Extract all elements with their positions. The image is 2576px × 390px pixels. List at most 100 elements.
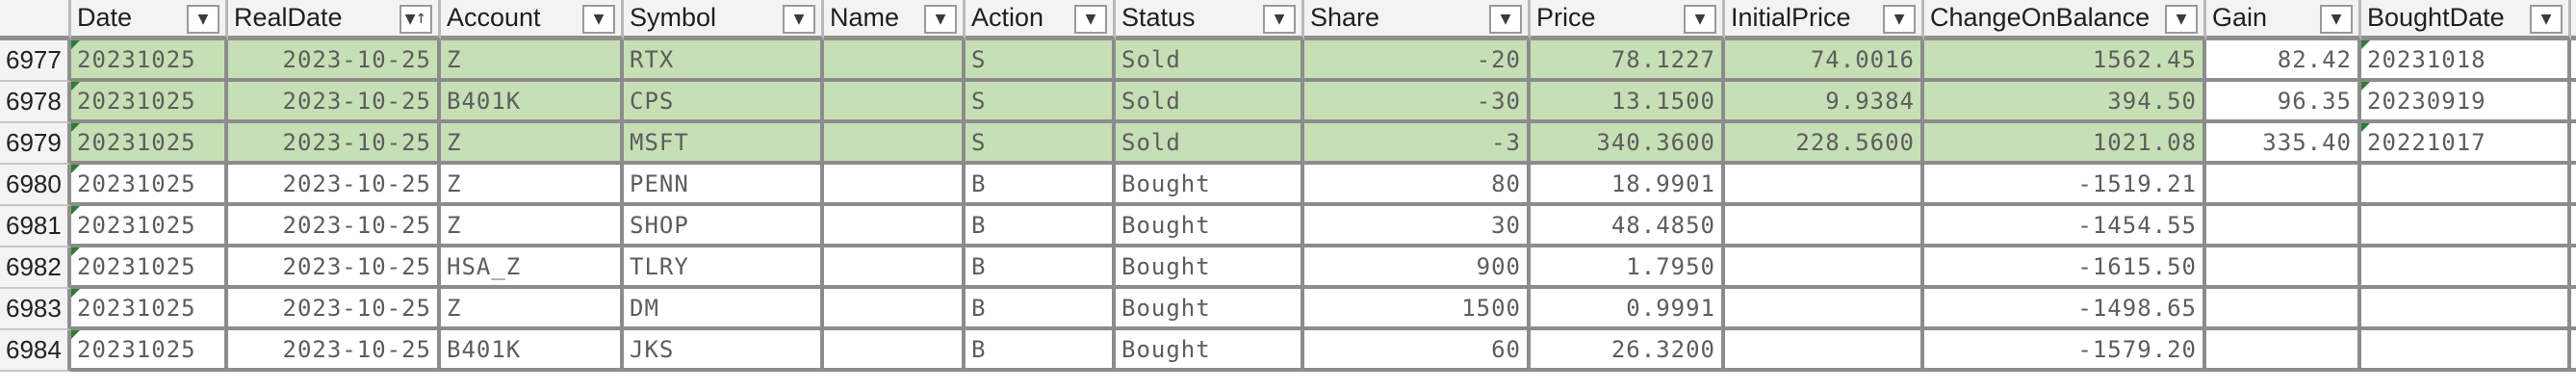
cell-symbol[interactable]: SHOP <box>624 206 824 247</box>
sort-ascending-filter-icon[interactable]: ▼↑ <box>399 5 432 34</box>
row-number[interactable]: 6979 <box>0 123 71 165</box>
cell-status[interactable]: Bought <box>1116 206 1304 247</box>
cell-initialprice[interactable]: 228.5600 <box>1725 123 1924 165</box>
cell-symbol[interactable]: MSFT <box>624 123 824 165</box>
cell-account[interactable]: Z <box>441 40 624 82</box>
cell-status[interactable]: Sold <box>1116 82 1304 123</box>
row-number[interactable]: 6984 <box>0 330 71 372</box>
cell-name[interactable] <box>824 247 966 289</box>
cell-price[interactable]: 48.4850 <box>1531 206 1725 247</box>
column-header-account[interactable]: Account ▼ <box>441 0 624 40</box>
cell-realdate[interactable]: 2023-10-25 <box>228 289 441 330</box>
cell-symbol[interactable]: JKS <box>624 330 824 372</box>
cell-date[interactable]: 20231025 <box>71 123 228 165</box>
cell-boughtdate[interactable] <box>2361 289 2571 330</box>
filter-dropdown-icon[interactable]: ▼ <box>1489 5 1522 34</box>
cell-symbol[interactable]: RTX <box>624 40 824 82</box>
column-header-symbol[interactable]: Symbol ▼ <box>624 0 824 40</box>
cell-changeonbalance[interactable]: 1562.45 <box>1924 40 2206 82</box>
cell-status[interactable]: Sold <box>1116 123 1304 165</box>
column-header-initialprice[interactable]: InitialPrice ▼ <box>1725 0 1924 40</box>
cell-name[interactable] <box>824 289 966 330</box>
filter-dropdown-icon[interactable]: ▼ <box>2320 5 2353 34</box>
cell-action[interactable]: B <box>966 247 1116 289</box>
cell-share[interactable]: 80 <box>1304 165 1531 206</box>
cell-status[interactable]: Bought <box>1116 330 1304 372</box>
column-header-boughtdate[interactable]: BoughtDate ▼ <box>2361 0 2571 40</box>
cell-action[interactable]: B <box>966 330 1116 372</box>
cell-status[interactable]: Bought <box>1116 247 1304 289</box>
cell-status[interactable]: Sold <box>1116 40 1304 82</box>
row-number[interactable]: 6983 <box>0 289 71 330</box>
cell-date[interactable]: 20231025 <box>71 82 228 123</box>
cell-name[interactable] <box>824 82 966 123</box>
cell-share[interactable]: -3 <box>1304 123 1531 165</box>
cell-initialprice[interactable]: 9.9384 <box>1725 82 1924 123</box>
cell-changeonbalance[interactable]: 1021.08 <box>1924 123 2206 165</box>
cell-gain[interactable] <box>2206 206 2361 247</box>
select-all-corner[interactable] <box>0 0 71 40</box>
cell-account[interactable]: Z <box>441 123 624 165</box>
cell-initialprice[interactable] <box>1725 289 1924 330</box>
cell-date[interactable]: 20231025 <box>71 289 228 330</box>
cell-boughtdate[interactable]: 20231018 <box>2361 40 2571 82</box>
cell-status[interactable]: Bought <box>1116 289 1304 330</box>
cell-realdate[interactable]: 2023-10-25 <box>228 206 441 247</box>
cell-price[interactable]: 18.9901 <box>1531 165 1725 206</box>
cell-symbol[interactable]: PENN <box>624 165 824 206</box>
filter-dropdown-icon[interactable]: ▼ <box>1074 5 1107 34</box>
cell-changeonbalance[interactable]: 394.50 <box>1924 82 2206 123</box>
filter-dropdown-icon[interactable]: ▼ <box>1883 5 1916 34</box>
cell-date[interactable]: 20231025 <box>71 247 228 289</box>
cell-price[interactable]: 340.3600 <box>1531 123 1725 165</box>
cell-name[interactable] <box>824 165 966 206</box>
cell-share[interactable]: 30 <box>1304 206 1531 247</box>
cell-price[interactable]: 1.7950 <box>1531 247 1725 289</box>
cell-gain[interactable] <box>2206 330 2361 372</box>
cell-action[interactable]: S <box>966 40 1116 82</box>
column-header-name[interactable]: Name ▼ <box>824 0 966 40</box>
filter-dropdown-icon[interactable]: ▼ <box>582 5 615 34</box>
filter-dropdown-icon[interactable]: ▼ <box>2530 5 2563 34</box>
cell-action[interactable]: B <box>966 289 1116 330</box>
cell-date[interactable]: 20231025 <box>71 165 228 206</box>
cell-realdate[interactable]: 2023-10-25 <box>228 40 441 82</box>
cell-realdate[interactable]: 2023-10-25 <box>228 82 441 123</box>
cell-share[interactable]: 60 <box>1304 330 1531 372</box>
cell-changeonbalance[interactable]: -1454.55 <box>1924 206 2206 247</box>
column-header-status[interactable]: Status ▼ <box>1116 0 1304 40</box>
cell-initialprice[interactable] <box>1725 247 1924 289</box>
cell-initialprice[interactable]: 74.0016 <box>1725 40 1924 82</box>
cell-realdate[interactable]: 2023-10-25 <box>228 165 441 206</box>
cell-boughtdate[interactable] <box>2361 165 2571 206</box>
cell-action[interactable]: S <box>966 82 1116 123</box>
row-number[interactable]: 6980 <box>0 165 71 206</box>
cell-changeonbalance[interactable]: -1615.50 <box>1924 247 2206 289</box>
cell-account[interactable]: Z <box>441 206 624 247</box>
row-number[interactable]: 6981 <box>0 206 71 247</box>
filter-dropdown-icon[interactable]: ▼ <box>187 5 219 34</box>
column-header-share[interactable]: Share ▼ <box>1304 0 1531 40</box>
cell-gain[interactable]: 96.35 <box>2206 82 2361 123</box>
cell-date[interactable]: 20231025 <box>71 330 228 372</box>
cell-realdate[interactable]: 2023-10-25 <box>228 123 441 165</box>
filter-dropdown-icon[interactable]: ▼ <box>783 5 815 34</box>
cell-realdate[interactable]: 2023-10-25 <box>228 247 441 289</box>
cell-name[interactable] <box>824 123 966 165</box>
cell-gain[interactable] <box>2206 165 2361 206</box>
row-number[interactable]: 6982 <box>0 247 71 289</box>
filter-dropdown-icon[interactable]: ▼ <box>1684 5 1716 34</box>
cell-account[interactable]: Z <box>441 165 624 206</box>
column-header-changeonbalance[interactable]: ChangeOnBalance ▼ <box>1924 0 2206 40</box>
cell-boughtdate[interactable] <box>2361 330 2571 372</box>
cell-initialprice[interactable] <box>1725 165 1924 206</box>
cell-account[interactable]: HSA_Z <box>441 247 624 289</box>
cell-gain[interactable] <box>2206 289 2361 330</box>
cell-status[interactable]: Bought <box>1116 165 1304 206</box>
column-header-price[interactable]: Price ▼ <box>1531 0 1725 40</box>
cell-gain[interactable]: 335.40 <box>2206 123 2361 165</box>
cell-symbol[interactable]: CPS <box>624 82 824 123</box>
cell-name[interactable] <box>824 330 966 372</box>
cell-date[interactable]: 20231025 <box>71 40 228 82</box>
cell-changeonbalance[interactable]: -1579.20 <box>1924 330 2206 372</box>
